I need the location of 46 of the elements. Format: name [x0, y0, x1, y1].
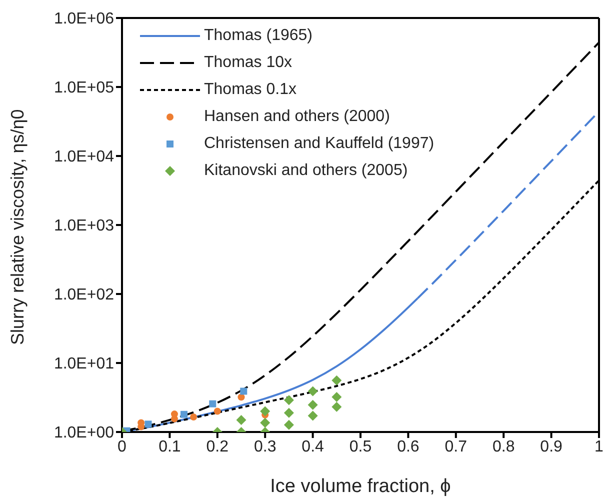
x-tick-label: 0.5	[349, 438, 372, 456]
point	[144, 420, 152, 428]
y-tick-label: 1.0E+04	[54, 148, 114, 166]
point	[332, 375, 342, 386]
y-tick-label: 1.0E+02	[54, 286, 114, 304]
legend-label: Kitanovski and others (2005)	[204, 161, 408, 181]
legend-label: Christensen and Kauffeld (1997)	[204, 134, 434, 154]
y-tick-label: 1.0E+00	[54, 424, 114, 442]
point	[308, 410, 318, 421]
point	[180, 410, 188, 418]
point	[209, 400, 216, 408]
point	[332, 392, 342, 402]
point	[260, 418, 270, 428]
point	[284, 408, 294, 418]
point	[284, 420, 294, 430]
y-tick-label: 1.0E+01	[54, 356, 114, 373]
x-tick-label: 0	[118, 438, 127, 456]
x-tick-label: 0.8	[492, 438, 515, 456]
x-tick-label: 1	[594, 438, 604, 456]
y-tick-label: 1.0E+05	[54, 80, 114, 97]
x-axis-title: Ice volume fraction, ϕ	[270, 476, 451, 497]
y-axis-title: Slurry relative viscosity, ηs/η0	[7, 109, 28, 345]
y-tick-label: 1.0E+06	[54, 10, 114, 28]
point	[332, 402, 342, 412]
point	[190, 413, 198, 420]
x-tick-label: 0.9	[540, 438, 563, 456]
legend-label: Hansen and others (2000)	[204, 107, 390, 127]
legend-label: Thomas (1965)	[204, 26, 312, 46]
legend-label: Thomas 0.1x	[204, 80, 296, 100]
x-tick-label: 0.1	[158, 438, 181, 456]
point	[308, 386, 318, 396]
x-tick-label: 0.7	[444, 438, 468, 456]
x-tick-label: 0.2	[206, 438, 229, 456]
point	[240, 388, 248, 395]
point	[236, 415, 246, 426]
point	[214, 408, 221, 415]
x-tick-label: 0.4	[302, 438, 324, 456]
x-tick-label: 0.6	[397, 438, 420, 456]
point	[260, 406, 270, 416]
legend-label: Thomas 10x	[204, 53, 292, 73]
y-tick-label: 1.0E+03	[54, 218, 114, 235]
point	[308, 400, 318, 410]
point	[238, 394, 245, 401]
point	[284, 395, 294, 406]
point	[170, 415, 178, 422]
x-tick-label: 0.3	[254, 438, 276, 456]
